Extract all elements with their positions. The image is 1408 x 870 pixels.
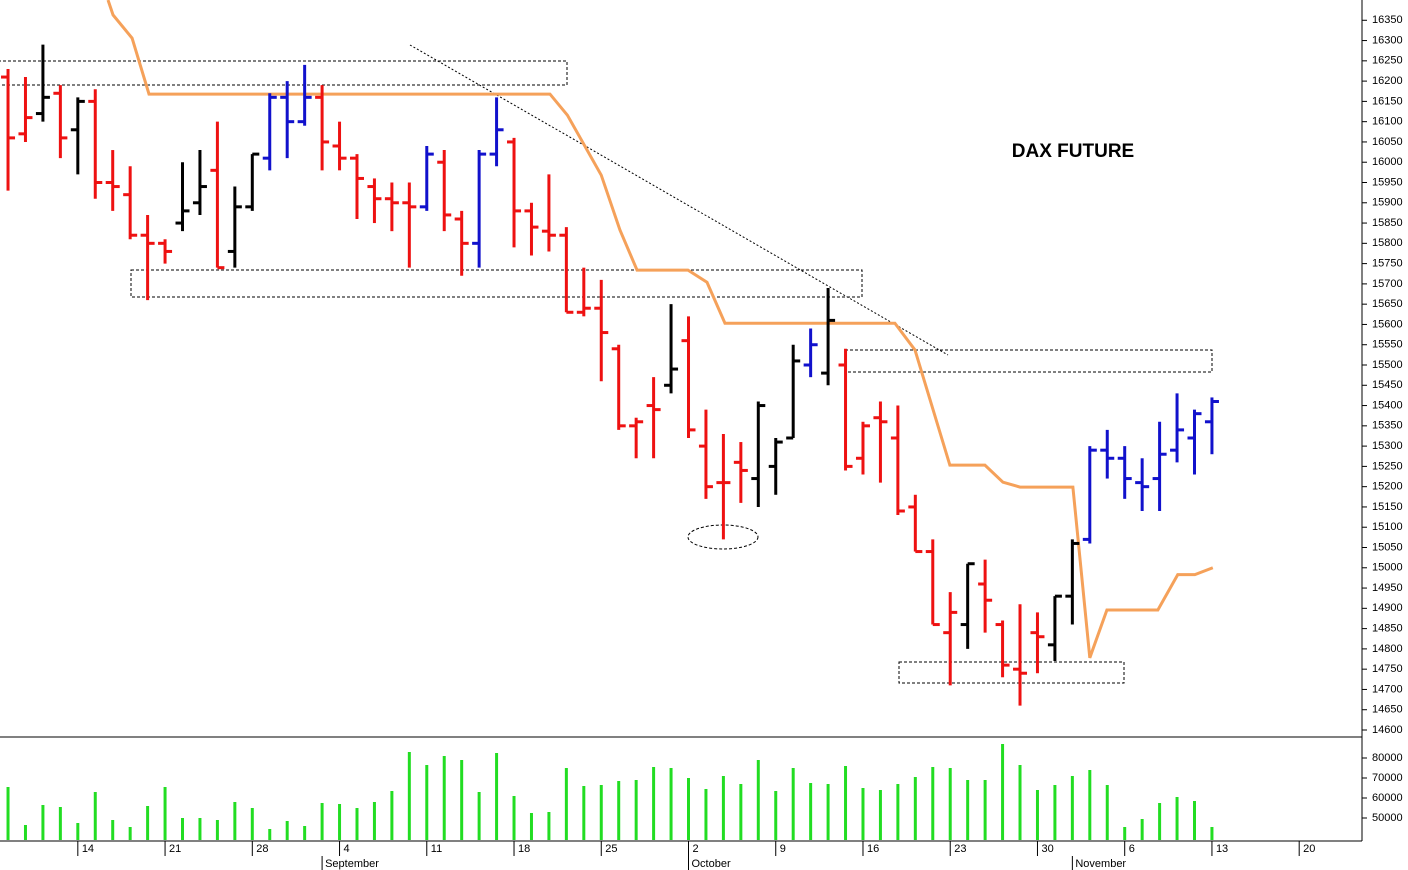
y-tick-label: 16050 [1372, 136, 1403, 148]
y-tick-label: 16100 [1372, 116, 1403, 128]
month-label: September [325, 858, 379, 870]
y-tick-label: 15450 [1372, 379, 1403, 391]
y-tick-label: 15100 [1372, 521, 1403, 533]
y-tick-label: 15800 [1372, 237, 1403, 249]
y-tick-label: 14850 [1372, 623, 1403, 635]
y-tick-label: 15700 [1372, 278, 1403, 290]
x-tick-label: 28 [256, 843, 268, 855]
annotations [0, 44, 1213, 684]
x-tick-label: 21 [169, 843, 181, 855]
y-tick-label: 14700 [1372, 683, 1403, 695]
y-tick-label: 15350 [1372, 420, 1403, 432]
y-tick-label: 15400 [1372, 399, 1403, 411]
y-tick-label: 15550 [1372, 339, 1403, 351]
x-tick-label: 2 [693, 843, 699, 855]
zone [130, 269, 863, 298]
y-tick-label: 15200 [1372, 481, 1403, 493]
y-tick-label: 15650 [1372, 298, 1403, 310]
y-tick-label: 14650 [1372, 704, 1403, 716]
y-tick-label: 15250 [1372, 460, 1403, 472]
y-tick-label: 16000 [1372, 156, 1403, 168]
y-tick-label: 15300 [1372, 440, 1403, 452]
y-tick-label: 15750 [1372, 258, 1403, 270]
y-tick-label: 16200 [1372, 75, 1403, 87]
x-tick-label: 30 [1041, 843, 1053, 855]
x-tick-label: 6 [1129, 843, 1135, 855]
x-tick-label: 16 [867, 843, 879, 855]
y-tick-label: 15050 [1372, 541, 1403, 553]
y-tick-label: 15850 [1372, 217, 1403, 229]
y-tick-label: 14750 [1372, 663, 1403, 675]
chart-title: DAX FUTURE [1012, 141, 1134, 162]
y-tick-label: 15950 [1372, 176, 1403, 188]
x-tick-label: 13 [1216, 843, 1228, 855]
month-label: November [1075, 858, 1126, 870]
x-tick-label: 9 [780, 843, 786, 855]
volume-tick-label: 70000 [1372, 772, 1403, 784]
zone [0, 60, 568, 86]
x-tick-label: 11 [431, 843, 442, 855]
x-tick-label: 14 [82, 843, 94, 855]
trend-line [409, 44, 949, 356]
y-tick-label: 14600 [1372, 724, 1403, 736]
y-tick-label: 14950 [1372, 582, 1403, 594]
y-tick-label: 14900 [1372, 602, 1403, 614]
y-tick-label: 16150 [1372, 95, 1403, 107]
y-tick-label: 16350 [1372, 14, 1403, 26]
volume-tick-label: 80000 [1372, 752, 1403, 764]
x-tick-label: 18 [518, 843, 530, 855]
x-tick-label: 20 [1303, 843, 1315, 855]
x-tick-label: 4 [344, 843, 350, 855]
y-tick-label: 15000 [1372, 562, 1403, 574]
x-tick-label: 25 [605, 843, 617, 855]
stop-line [106, 0, 1214, 659]
volume-tick-label: 50000 [1372, 812, 1403, 824]
volume-tick-label: 60000 [1372, 792, 1403, 804]
y-tick-label: 14800 [1372, 643, 1403, 655]
y-tick-label: 15500 [1372, 359, 1403, 371]
x-tick-label: 23 [954, 843, 966, 855]
y-tick-label: 16300 [1372, 34, 1403, 46]
y-tick-label: 15900 [1372, 197, 1403, 209]
zone [898, 661, 1125, 684]
y-tick-label: 15600 [1372, 318, 1403, 330]
y-tick-label: 16250 [1372, 55, 1403, 67]
month-label: October [692, 858, 731, 870]
y-tick-label: 15150 [1372, 501, 1403, 513]
